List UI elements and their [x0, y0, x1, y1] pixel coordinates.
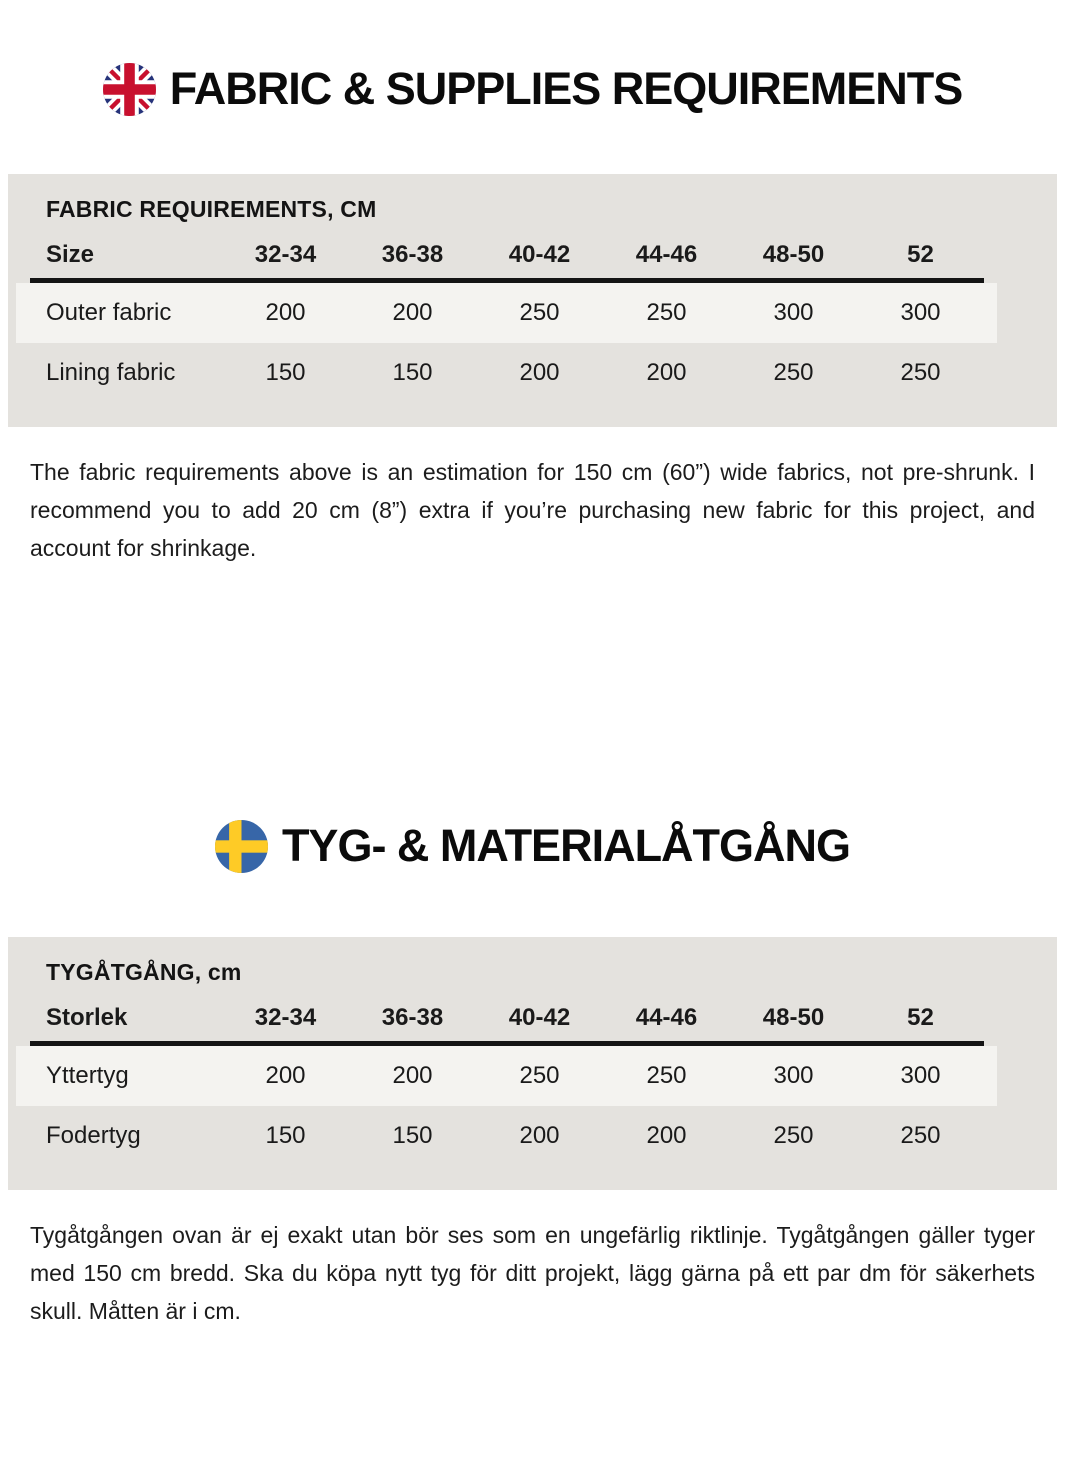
tygatgang-table-card: TYGÅTGÅNG, cm Storlek 32-34 36-38 40-42 … — [8, 937, 1057, 1190]
value-cell: 250 — [646, 1062, 687, 1089]
value-cell: 250 — [519, 299, 560, 326]
value-cell: 150 — [392, 1122, 433, 1149]
table-title: FABRIC REQUIREMENTS, CM — [46, 196, 377, 222]
value-cell: 200 — [392, 1062, 433, 1089]
value-cell: 300 — [773, 299, 814, 326]
size-header: 32-34 — [254, 241, 317, 268]
table-header-rule — [30, 1041, 984, 1046]
size-header: 44-46 — [635, 1004, 698, 1031]
size-header: 36-38 — [381, 1004, 444, 1031]
uk-flag-icon — [102, 62, 156, 116]
size-header: 48-50 — [762, 241, 825, 268]
size-column-header: Storlek — [46, 1004, 128, 1031]
value-cell: 250 — [773, 1122, 814, 1149]
size-header: 52 — [907, 1004, 934, 1031]
table-header-row: Size 32-34 36-38 40-42 44-46 48-50 52 — [16, 232, 997, 278]
size-header: 52 — [907, 241, 934, 268]
table-header-row: Storlek 32-34 36-38 40-42 44-46 48-50 52 — [16, 995, 997, 1041]
size-header: 36-38 — [381, 241, 444, 268]
table-row: Yttertyg 200 200 250 250 300 300 — [16, 1046, 997, 1106]
swedish-section-header: TYG- & MATERIALÅTGÅNG — [0, 819, 1065, 873]
value-cell: 200 — [646, 359, 687, 386]
row-label: Outer fabric — [46, 299, 172, 326]
fabric-requirements-table-card: FABRIC REQUIREMENTS, CM Size 32-34 36-38… — [8, 174, 1057, 427]
value-cell: 200 — [646, 1122, 687, 1149]
value-cell: 250 — [646, 299, 687, 326]
size-header: 48-50 — [762, 1004, 825, 1031]
fabric-note-english: The fabric requirements above is an esti… — [30, 459, 1035, 561]
value-cell: 250 — [773, 359, 814, 386]
value-cell: 250 — [519, 1062, 560, 1089]
value-cell: 200 — [519, 359, 560, 386]
english-section-header: FABRIC & SUPPLIES REQUIREMENTS — [0, 62, 1065, 116]
fabric-note-swedish: Tygåtgången ovan är ej exakt utan bör se… — [30, 1222, 1035, 1324]
value-cell: 200 — [392, 299, 433, 326]
size-header: 40-42 — [508, 1004, 571, 1031]
value-cell: 150 — [265, 1122, 306, 1149]
value-cell: 150 — [392, 359, 433, 386]
table-row: Fodertyg 150 150 200 200 250 250 — [16, 1106, 997, 1166]
sweden-flag-icon — [214, 819, 268, 873]
row-label: Lining fabric — [46, 359, 176, 386]
section-heading-english: FABRIC & SUPPLIES REQUIREMENTS — [169, 63, 964, 114]
value-cell: 200 — [519, 1122, 560, 1149]
table-title: TYGÅTGÅNG, cm — [46, 959, 242, 985]
table-header-rule — [30, 278, 984, 283]
size-header: 32-34 — [254, 1004, 317, 1031]
table-row: Lining fabric 150 150 200 200 250 250 — [16, 343, 997, 403]
size-header: 44-46 — [635, 241, 698, 268]
size-column-header: Size — [46, 241, 95, 268]
value-cell: 300 — [900, 1062, 941, 1089]
table-row: Outer fabric 200 200 250 250 300 300 — [16, 283, 997, 343]
section-heading-swedish: TYG- & MATERIALÅTGÅNG — [281, 820, 851, 871]
row-label: Yttertyg — [46, 1062, 129, 1089]
value-cell: 250 — [900, 359, 941, 386]
size-header: 40-42 — [508, 241, 571, 268]
value-cell: 250 — [900, 1122, 941, 1149]
value-cell: 200 — [265, 299, 306, 326]
value-cell: 200 — [265, 1062, 306, 1089]
value-cell: 150 — [265, 359, 306, 386]
value-cell: 300 — [900, 299, 941, 326]
value-cell: 300 — [773, 1062, 814, 1089]
row-label: Fodertyg — [46, 1122, 141, 1149]
